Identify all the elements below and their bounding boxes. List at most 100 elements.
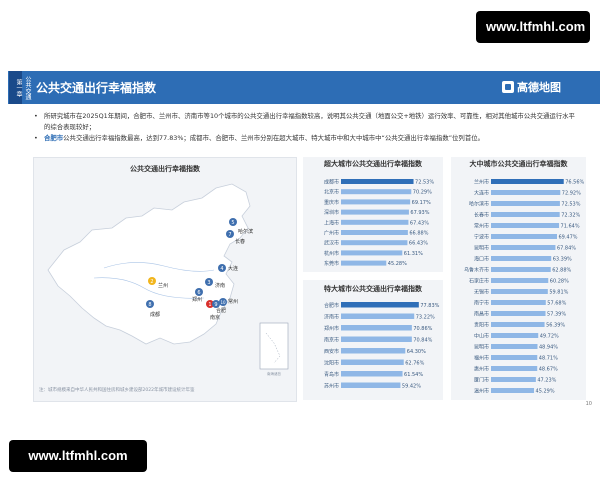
megacity-category-label: 广州市 [324,230,339,237]
midcity-value-label: 67.84% [557,246,576,252]
svg-text:1: 1 [208,302,211,308]
midcity-category-label: 昆明市 [474,344,489,351]
marker-7-label: 长春 [235,238,245,245]
marker-1: 1 [206,300,214,308]
midcity-category-label: 惠州市 [474,366,489,373]
bigcity-bar [341,382,401,388]
marker-8-label: 成都 [150,311,160,318]
midcity-value-label: 72.92% [562,191,581,197]
bigcity-category-label: 郑州市 [324,325,339,332]
bigcity-chart-panel: 特大城市公共交通出行幸福指数 合肥市 77.83% 济南市 73.22% 郑州市 70.8… [303,280,443,400]
megacity-chart-panel: 超大城市公共交通出行幸福指数 成都市 72.53% 北京市 70.29% 重庆市 69.1… [303,157,443,272]
megacity-category-label: 杭州市 [324,250,339,257]
chapter-section-label: 公共交通 [24,75,31,100]
midcity-value-label: 69.47% [558,235,577,241]
midcity-bar [491,388,535,393]
china-outline-shape [47,183,251,345]
bigcity-chart: 合肥市 77.83% 济南市 73.22% 郑州市 70.86% 南京市 70.84% 西安市 6… [324,302,440,390]
bigcity-value-label: 62.76% [405,361,424,367]
midcity-category-label: 大连市 [474,190,489,197]
bullet-2-highlight: 合肥市 [44,134,64,142]
midcity-value-label: 45.29% [536,389,555,395]
megacity-bar [341,209,409,215]
midcity-value-label: 56.39% [546,323,565,329]
megacity-value-label: 66.88% [409,231,428,237]
marker-2-label: 兰州 [158,282,168,289]
megacity-bar [341,189,412,195]
megacity-value-label: 67.43% [410,220,429,226]
midcity-value-label: 59.81% [549,290,568,296]
marker-6-label: 郑州 [192,296,202,303]
bigcity-value-label: 77.83% [420,303,439,309]
midcity-value-label: 71.64% [561,224,580,230]
bigcity-bar [341,348,406,354]
midcity-value-label: 63.39% [553,257,572,263]
river-shape-2 [103,262,215,272]
midcity-bar [491,190,561,195]
megacity-bar [341,179,414,184]
midcity-bar [491,245,556,250]
brand-logo-text: 高德地图 [517,81,561,94]
midcity-category-label: 乌鲁木齐市 [464,267,489,274]
bigcity-bar [341,371,403,377]
megacity-bar [341,199,411,205]
megacity-value-label: 72.53% [415,180,434,186]
midcity-bar [491,267,551,272]
map-title: 公共交通出行幸福指数 [130,165,200,173]
bigcity-category-label: 青岛市 [324,371,339,378]
inset-label: 南海诸岛 [267,371,281,376]
midcity-bar [491,256,552,261]
midcity-category-label: 哈尔滨市 [469,201,489,208]
midcity-value-label: 76.56% [565,180,584,186]
china-map: 南海诸岛 1 合肥 2 兰州 3 济南 4 大连 5 哈尔滨 6 郑州 7 长春… [47,183,289,376]
marker-5: 5 [229,218,237,226]
south-sea-dashes [265,332,281,364]
megacity-chart: 成都市 72.53% 北京市 70.29% 重庆市 69.17% 深圳市 67.93% 上海市 6… [324,179,434,268]
page-number: 10 [585,401,592,407]
bigcity-category-label: 西安市 [324,348,339,355]
watermark-top: www.ltfmhl.com [476,11,590,43]
marker-2: 2 [148,277,156,285]
midcity-category-label: 南宁市 [474,300,489,307]
megacity-value-label: 70.29% [413,190,432,196]
marker-4: 4 [218,264,226,272]
megacity-value-label: 45.28% [388,261,407,267]
megacity-category-label: 武汉市 [324,240,339,247]
midcity-chart-panel: 大中城市公共交通出行幸福指数 兰州市 76.56% 大连市 72.92% 哈尔滨市 72.… [451,157,586,400]
svg-text:5: 5 [231,220,234,226]
marker-9-label: 南京 [210,314,220,321]
bigcity-category-label: 合肥市 [324,302,339,309]
midcity-value-label: 48.71% [539,356,558,362]
summary-bullets: 所研究城市在2025Q1年期间，合肥市、兰州市、济南市等10个城市的公共交通出行… [34,111,579,144]
watermark-bottom: www.ltfmhl.com [9,440,147,472]
svg-text:9: 9 [214,302,217,308]
bullet-2: 合肥市公共交通出行幸福指数最高，达到77.83%；成都市、合肥市、兰州市分别在超… [34,133,579,144]
midcity-bar [491,366,538,371]
megacity-chart-title: 超大城市公共交通出行幸福指数 [324,160,422,168]
map-panel: 公共交通出行幸福指数 南海诸岛 1 合肥 2 兰州 3 济南 4 大连 5 哈尔… [33,157,297,402]
megacity-value-label: 67.93% [410,210,429,216]
midcity-category-label: 海口市 [474,256,489,263]
marker-4-label: 大连 [228,265,238,272]
midcity-bar [491,344,538,349]
midcity-value-label: 48.67% [539,367,558,373]
midcity-value-label: 72.32% [561,213,580,219]
midcity-category-label: 长春市 [474,212,489,219]
midcity-value-label: 60.28% [550,279,569,285]
midcity-bar [491,289,548,294]
page-title: 公共交通出行幸福指数 [36,81,157,95]
bullet-2-text: 公共交通出行幸福指数最高，达到77.83%；成都市、合肥市、兰州市分别在超大城市… [63,134,484,142]
megacity-category-label: 成都市 [324,179,339,186]
svg-text:8: 8 [148,302,151,308]
bigcity-value-label: 73.22% [416,315,435,321]
megacity-category-label: 上海市 [324,219,339,226]
midcity-bar [491,278,549,283]
bullet-1-text: 所研究城市在2025Q1年期间，合肥市、兰州市、济南市等10个城市的公共交通出行… [44,112,575,131]
midcity-category-label: 南昌市 [474,311,489,318]
bullet-1: 所研究城市在2025Q1年期间，合肥市、兰州市、济南市等10个城市的公共交通出行… [34,111,579,133]
chapter-label: 第一章 [9,71,22,104]
megacity-category-label: 重庆市 [324,199,339,206]
megacity-bar [341,240,408,246]
midcity-chart-title: 大中城市公共交通出行幸福指数 [469,160,568,168]
midcity-value-label: 57.68% [547,301,566,307]
